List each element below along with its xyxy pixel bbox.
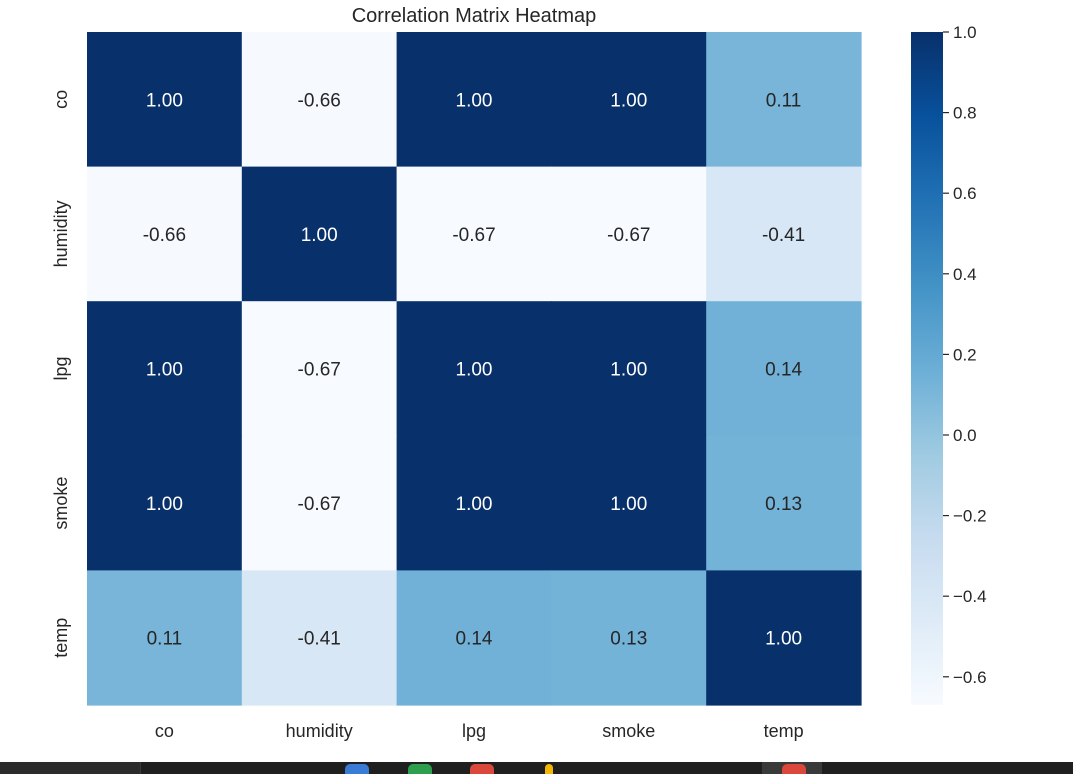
heatmap-cell xyxy=(241,32,398,168)
heatmap-cell xyxy=(241,301,398,437)
heatmap-cell xyxy=(706,166,862,302)
cell-annotation: 1.00 xyxy=(610,494,647,515)
x-tick-label: lpg xyxy=(462,721,486,741)
colorbar-tick-label: 0.4 xyxy=(953,265,977,284)
app-icon[interactable] xyxy=(408,764,432,774)
cell-annotation: 1.00 xyxy=(765,629,802,650)
x-tick-label: co xyxy=(155,721,174,741)
app-icon[interactable] xyxy=(782,764,806,774)
heatmap-cell xyxy=(87,301,243,437)
x-tick-label: temp xyxy=(764,721,804,741)
heatmap-cell xyxy=(396,166,552,302)
cell-annotation: -0.67 xyxy=(452,225,495,246)
chart-title: Correlation Matrix Heatmap xyxy=(352,5,597,27)
heatmap-cell xyxy=(706,301,862,437)
heatmap-cell xyxy=(87,32,243,168)
cell-annotation: -0.66 xyxy=(143,225,186,246)
colorbar-tick-label: 0.2 xyxy=(953,345,977,364)
cell-annotation: 1.00 xyxy=(301,225,338,246)
colorbar xyxy=(911,32,943,705)
cell-annotation: 1.00 xyxy=(456,90,493,111)
app-icon[interactable] xyxy=(345,764,369,774)
colorbar-tick-label: 0.6 xyxy=(953,184,977,203)
app-icon[interactable] xyxy=(470,764,494,774)
colorbar-tick-label: −0.4 xyxy=(953,587,987,606)
colorbar-tick-label: 0.0 xyxy=(953,426,977,445)
y-tick-label: lpg xyxy=(51,356,71,380)
heatmap-cell xyxy=(241,570,398,706)
colorbar-tick-label: 0.8 xyxy=(953,104,977,123)
heatmap-cell xyxy=(241,166,398,302)
cell-annotation: -0.66 xyxy=(298,90,341,111)
cell-annotation: -0.67 xyxy=(298,494,341,515)
taskbar-search-area[interactable] xyxy=(0,762,141,774)
taskbar xyxy=(0,762,1073,774)
cell-annotation: -0.41 xyxy=(762,225,805,246)
heatmap-cell xyxy=(551,435,707,571)
heatmap-cell xyxy=(551,570,707,706)
heatmap-cell xyxy=(551,32,707,168)
heatmap-cell xyxy=(551,301,707,437)
y-tick-label: humidity xyxy=(51,200,71,267)
cell-annotation: 0.13 xyxy=(610,629,647,650)
x-tick-label: humidity xyxy=(286,721,353,741)
y-tick-label: temp xyxy=(51,618,71,658)
heatmap-cell xyxy=(241,435,398,571)
cell-annotation: 0.11 xyxy=(147,629,183,650)
heatmap-cell xyxy=(551,166,707,302)
x-tick-label: smoke xyxy=(602,721,655,741)
cell-annotation: 1.00 xyxy=(610,90,647,111)
y-tick-label: co xyxy=(51,90,71,109)
cell-annotation: 0.13 xyxy=(765,494,802,515)
heatmap-cell xyxy=(396,301,552,437)
colorbar-tick-label: 1.0 xyxy=(953,23,977,42)
colorbar-tick-label: −0.6 xyxy=(953,668,987,687)
cell-annotation: 0.14 xyxy=(456,629,493,650)
heatmap-cell xyxy=(706,435,862,571)
app-icon[interactable] xyxy=(545,764,553,774)
heatmap-cell xyxy=(87,166,243,302)
heatmap-cell xyxy=(706,570,862,706)
heatmap-cell xyxy=(396,435,552,571)
colorbar-tick-label: −0.2 xyxy=(953,507,987,526)
cell-annotation: -0.67 xyxy=(607,225,650,246)
heatmap-cell xyxy=(87,570,243,706)
heatmap-cell xyxy=(706,32,862,168)
cell-annotation: 0.14 xyxy=(765,360,802,381)
heatmap-cell xyxy=(87,435,243,571)
cell-annotation: 1.00 xyxy=(456,360,493,381)
cell-annotation: 1.00 xyxy=(146,494,183,515)
cell-annotation: 1.00 xyxy=(146,360,183,381)
heatmap-cell xyxy=(396,32,552,168)
cell-annotation: 1.00 xyxy=(146,90,183,111)
heatmap-cell xyxy=(396,570,552,706)
cell-annotation: 0.11 xyxy=(766,90,802,111)
cell-annotation: -0.41 xyxy=(298,629,341,650)
cell-annotation: 1.00 xyxy=(456,494,493,515)
cell-annotation: 1.00 xyxy=(610,360,647,381)
cell-annotation: -0.67 xyxy=(298,360,341,381)
y-tick-label: smoke xyxy=(51,477,71,530)
